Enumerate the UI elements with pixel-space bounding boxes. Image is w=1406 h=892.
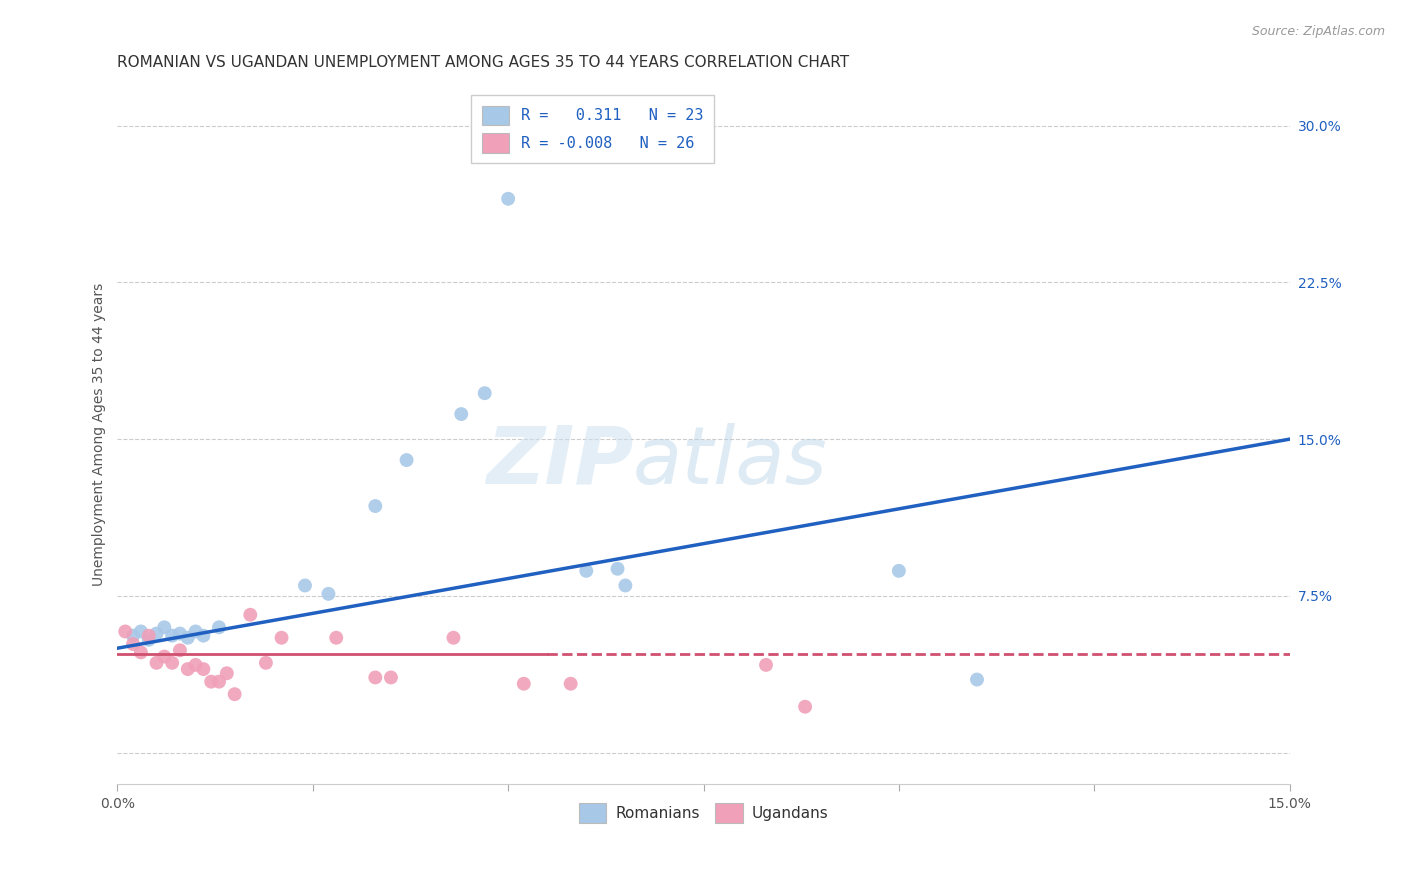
Point bbox=[224, 687, 246, 701]
Point bbox=[145, 656, 167, 670]
Point bbox=[114, 624, 136, 639]
Point bbox=[575, 564, 598, 578]
Point bbox=[169, 643, 191, 657]
Point bbox=[184, 624, 207, 639]
Point bbox=[474, 386, 496, 401]
Point bbox=[200, 674, 222, 689]
Point bbox=[254, 656, 277, 670]
Point bbox=[169, 626, 191, 640]
Point bbox=[380, 670, 402, 684]
Point bbox=[153, 620, 176, 634]
Point bbox=[606, 562, 628, 576]
Text: ZIP: ZIP bbox=[486, 423, 633, 501]
Point bbox=[794, 699, 817, 714]
Text: ROMANIAN VS UGANDAN UNEMPLOYMENT AMONG AGES 35 TO 44 YEARS CORRELATION CHART: ROMANIAN VS UGANDAN UNEMPLOYMENT AMONG A… bbox=[118, 55, 849, 70]
Point bbox=[270, 631, 292, 645]
Point bbox=[239, 607, 262, 622]
Point bbox=[160, 656, 183, 670]
Point bbox=[184, 657, 207, 672]
Point bbox=[208, 674, 231, 689]
Point bbox=[966, 673, 988, 687]
Point bbox=[364, 499, 387, 513]
Point bbox=[153, 649, 176, 664]
Point bbox=[496, 192, 519, 206]
Point bbox=[193, 629, 215, 643]
Point bbox=[160, 629, 183, 643]
Point bbox=[138, 629, 160, 643]
Point bbox=[755, 657, 778, 672]
Point bbox=[145, 626, 167, 640]
Y-axis label: Unemployment Among Ages 35 to 44 years: Unemployment Among Ages 35 to 44 years bbox=[93, 282, 107, 585]
Point bbox=[614, 578, 637, 592]
Point bbox=[129, 624, 152, 639]
Point bbox=[122, 637, 145, 651]
Text: Source: ZipAtlas.com: Source: ZipAtlas.com bbox=[1251, 25, 1385, 38]
Text: atlas: atlas bbox=[633, 423, 828, 501]
Point bbox=[208, 620, 231, 634]
Point bbox=[193, 662, 215, 676]
Point bbox=[318, 587, 340, 601]
Point bbox=[325, 631, 347, 645]
Point bbox=[887, 564, 910, 578]
Point bbox=[215, 666, 238, 681]
Point bbox=[364, 670, 387, 684]
Point bbox=[513, 677, 536, 691]
Point bbox=[560, 677, 582, 691]
Point bbox=[177, 662, 200, 676]
Point bbox=[138, 632, 160, 647]
Point bbox=[443, 631, 465, 645]
Point bbox=[122, 629, 145, 643]
Legend: Romanians, Ugandans: Romanians, Ugandans bbox=[572, 797, 835, 829]
Point bbox=[129, 645, 152, 659]
Point bbox=[450, 407, 472, 421]
Point bbox=[395, 453, 418, 467]
Point bbox=[177, 631, 200, 645]
Point bbox=[294, 578, 316, 592]
